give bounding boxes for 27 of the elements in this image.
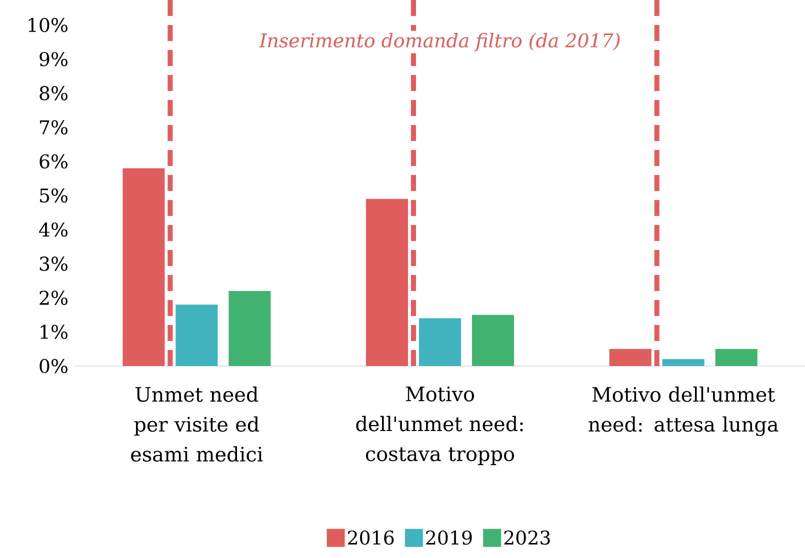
bar (715, 348, 758, 366)
y-tick-label: 5% (40, 188, 68, 203)
legend-label: 2016 (348, 530, 394, 545)
bar (472, 314, 514, 366)
y-tick-label: 4% (39, 222, 68, 237)
bar (609, 348, 652, 366)
annotation: Inserimento domanda filtro (da 2017) (258, 32, 620, 52)
x-tick-label: Motivo dell'unmet need: costava troppo (356, 386, 523, 466)
bar (176, 304, 218, 366)
y-tick-label: 7% (40, 120, 68, 134)
bar (228, 290, 271, 366)
x-tick-label: Motivo dell'unmet need: attesa lunga (588, 386, 778, 436)
bar (662, 359, 704, 366)
bar (366, 198, 408, 366)
y-tick-label: 1% (40, 324, 68, 340)
legend-label: 2023 (504, 530, 550, 545)
bar (419, 318, 462, 366)
y-tick-label: 10% (28, 18, 68, 32)
legend-label: 2019 (426, 530, 472, 545)
y-tick-label: 8% (40, 86, 68, 100)
y-tick-label: 0% (40, 358, 68, 374)
bar (122, 168, 165, 366)
y-tick-label: 6% (40, 154, 68, 169)
y-tick-label: 3% (40, 256, 68, 271)
y-tick-label: 9% (40, 52, 68, 66)
x-tick-label: Unmet need per visite ed esami medici (131, 386, 263, 462)
y-tick-label: 2% (40, 290, 68, 305)
